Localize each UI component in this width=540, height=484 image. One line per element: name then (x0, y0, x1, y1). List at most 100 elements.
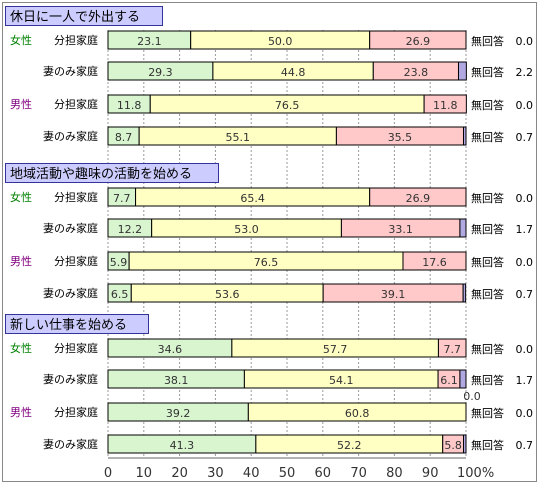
group-label: 分担家庭 (54, 190, 98, 204)
bar-value-label: 6.5 (111, 288, 129, 301)
bar-value-label: 23.1 (137, 35, 162, 48)
gender-label: 女性 (10, 341, 32, 355)
bar-value-label: 44.8 (281, 66, 306, 79)
bar-segment-no-answer (462, 283, 467, 303)
no-answer-value: 0.0 (516, 192, 534, 205)
x-tick-label: 90 (422, 466, 439, 481)
section-title: 新しい仕事を始める (10, 317, 127, 333)
bar-value-label: 76.5 (254, 256, 279, 269)
bar-value-label: 26.9 (406, 35, 431, 48)
gender-label: 女性 (10, 190, 32, 204)
no-answer-value: 0.7 (516, 131, 534, 144)
gender-label: 男性 (10, 97, 32, 111)
bar-value-label: 52.2 (337, 439, 362, 452)
bar-value-label: 26.9 (406, 192, 431, 205)
bar-segment-no-answer (462, 434, 467, 454)
bar-segment (437, 338, 467, 358)
no-answer-label: 無回答 (471, 255, 504, 269)
gender-label: 女性 (10, 33, 32, 47)
bar-value-label: 35.5 (388, 131, 413, 144)
group-label: 妻のみ家庭 (43, 286, 98, 300)
group-label: 妻のみ家庭 (43, 372, 98, 386)
section-header-box (5, 314, 149, 334)
group-label: 妻のみ家庭 (43, 129, 98, 143)
no-answer-label: 無回答 (471, 34, 504, 48)
bar-segment-no-answer (459, 369, 467, 389)
x-tick-label: 100% (457, 466, 494, 481)
bar-value-label: 7.7 (113, 192, 131, 205)
bar-value-label: 17.6 (422, 256, 447, 269)
bar-value-label: 50.0 (268, 35, 293, 48)
x-tick-label: 60 (315, 466, 332, 481)
x-tick-label: 20 (171, 466, 188, 481)
no-answer-value: 0.0 (516, 35, 534, 48)
bar-value-label: 60.8 (345, 407, 370, 420)
bar-segment-no-answer (459, 218, 467, 238)
no-answer-label: 無回答 (471, 287, 504, 301)
bar-segment-no-answer (457, 61, 467, 81)
bar-value-label: 7.7 (443, 343, 461, 356)
bar-value-label: 5.9 (110, 256, 128, 269)
bar-value-label: 38.1 (164, 374, 189, 387)
bar-value-label: 11.8 (433, 99, 458, 112)
bar-segment (369, 187, 467, 207)
bar-segment (369, 30, 467, 50)
no-answer-value: 1.7 (516, 223, 534, 236)
no-answer-label: 無回答 (471, 65, 504, 79)
group-label: 分担家庭 (54, 254, 98, 268)
no-answer-value: 0.7 (516, 288, 534, 301)
bar-value-label: 41.3 (170, 439, 195, 452)
x-tick-label: 40 (243, 466, 260, 481)
gender-label: 男性 (10, 254, 32, 268)
x-tick-label: 0 (104, 466, 112, 481)
bar-value-label: 39.2 (166, 407, 191, 420)
bar-segment-no-answer (462, 126, 467, 146)
bar-segment (402, 251, 467, 271)
section-header-box (5, 163, 219, 183)
no-answer-value: 1.7 (516, 374, 534, 387)
no-answer-value: 0.0 (516, 99, 534, 112)
gender-label: 男性 (10, 405, 32, 419)
x-tick-label: 50 (279, 466, 296, 481)
bar-value-label: 33.1 (388, 223, 413, 236)
no-answer-value: 0.0 (516, 256, 534, 269)
group-label: 妻のみ家庭 (43, 64, 98, 78)
bar-value-label: 53.0 (234, 223, 259, 236)
bar-value-label: 6.1 (440, 374, 458, 387)
bar-value-label: 12.2 (118, 223, 143, 236)
group-label: 妻のみ家庭 (43, 437, 98, 451)
group-label: 妻のみ家庭 (43, 221, 98, 235)
group-label: 分担家庭 (54, 33, 98, 47)
no-answer-label: 無回答 (471, 191, 504, 205)
section-header-box (5, 6, 163, 26)
x-tick-label: 80 (386, 466, 403, 481)
no-answer-label: 無回答 (471, 130, 504, 144)
bar-value-label: 39.1 (381, 288, 406, 301)
bar-value-label: 34.6 (158, 343, 183, 356)
no-answer-label: 無回答 (471, 98, 504, 112)
no-answer-label: 無回答 (471, 342, 504, 356)
bar-value-label: 8.7 (115, 131, 133, 144)
no-answer-value: 0.7 (516, 439, 534, 452)
bar-value-label: 65.4 (240, 192, 265, 205)
group-label: 分担家庭 (54, 341, 98, 355)
x-tick-label: 30 (207, 466, 224, 481)
group-label: 分担家庭 (54, 405, 98, 419)
no-answer-label: 無回答 (471, 373, 504, 387)
section-title: 休日に一人で外出する (10, 10, 140, 25)
no-answer-label: 無回答 (471, 406, 504, 420)
section-title: 地域活動や趣味の活動を始める (10, 167, 192, 182)
bar-value-label: 5.8 (444, 439, 462, 452)
no-answer-label: 無回答 (471, 438, 504, 452)
group-label: 分担家庭 (54, 97, 98, 111)
bar-value-label: 0.0 (463, 390, 481, 403)
bar-value-label: 55.1 (226, 131, 251, 144)
bar-value-label: 54.1 (329, 374, 354, 387)
no-answer-value: 2.2 (516, 66, 534, 79)
bar-value-label: 53.6 (215, 288, 240, 301)
no-answer-label: 無回答 (471, 222, 504, 236)
bar-value-label: 57.7 (323, 343, 348, 356)
